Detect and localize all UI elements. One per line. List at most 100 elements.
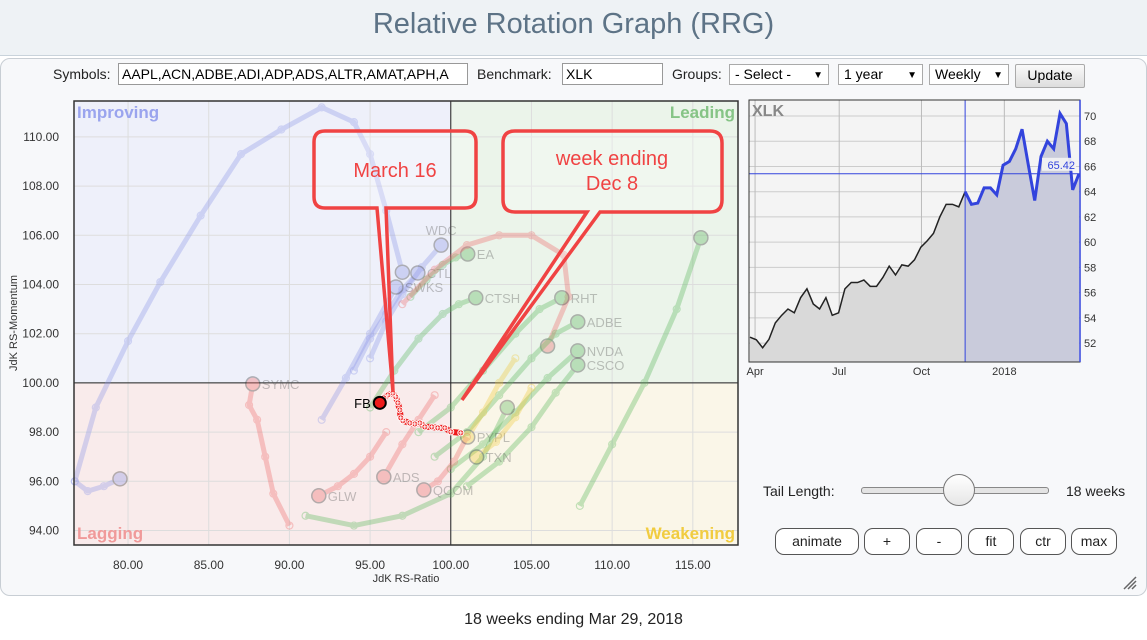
tail-line bbox=[246, 383, 292, 527]
tail-point bbox=[495, 378, 504, 387]
benchmark-input[interactable]: XLK bbox=[562, 63, 663, 85]
symbol-tail[interactable]: CSCO bbox=[462, 357, 624, 491]
tail-point bbox=[83, 487, 92, 496]
tail-point bbox=[398, 511, 407, 520]
tail-point bbox=[398, 290, 407, 299]
symbol-tail[interactable]: GLW bbox=[311, 427, 391, 504]
symbol-head bbox=[388, 279, 404, 295]
tail-point bbox=[543, 373, 552, 383]
y-tick-label: 104.00 bbox=[22, 278, 59, 292]
tail-point bbox=[491, 437, 501, 447]
symbol-head bbox=[376, 469, 392, 485]
update-button[interactable]: Update bbox=[1015, 64, 1085, 88]
period-value: 1 year bbox=[844, 66, 883, 82]
quadrant-label-leading: Leading bbox=[670, 103, 735, 122]
symbol-tail[interactable] bbox=[301, 399, 516, 530]
symbol-tail[interactable] bbox=[70, 471, 128, 496]
price-line bbox=[749, 191, 966, 349]
quadrant-label-lagging: Lagging bbox=[77, 524, 143, 543]
resize-handle-icon[interactable] bbox=[1120, 573, 1138, 591]
symbol-tail[interactable]: EA bbox=[406, 246, 494, 301]
symbol-tail[interactable] bbox=[575, 230, 709, 510]
center-button[interactable]: ctr bbox=[1020, 528, 1066, 555]
symbol-tail[interactable]: NVDA bbox=[446, 343, 623, 474]
frequency-select[interactable]: Weekly ▼ bbox=[929, 64, 1009, 85]
tail-line bbox=[577, 236, 704, 508]
symbol-tail[interactable]: ADS bbox=[376, 391, 439, 485]
tail-point bbox=[156, 277, 165, 287]
rrg-chart[interactable]: 80.00 85.00 90.00 95.00 100.00 105.00 110.00 11… bbox=[0, 95, 745, 595]
tail-point bbox=[462, 432, 472, 442]
tail-point bbox=[261, 452, 270, 461]
tail-line bbox=[73, 476, 122, 494]
tail-point bbox=[236, 150, 246, 159]
x-tick-label: Jul bbox=[832, 366, 846, 378]
groups-select[interactable]: - Select - ▼ bbox=[729, 64, 829, 85]
symbol-head bbox=[416, 482, 432, 498]
tail-point bbox=[446, 489, 455, 498]
symbol-head bbox=[570, 314, 586, 330]
benchmark-symbol-label: XLK bbox=[752, 103, 784, 120]
symbol-head bbox=[468, 290, 484, 306]
tail-price-line bbox=[963, 109, 1081, 207]
tail-point bbox=[422, 275, 431, 284]
symbol-tail[interactable]: TXN bbox=[468, 383, 536, 465]
y-tick-label: 56 bbox=[1084, 288, 1096, 300]
quadrant-lagging bbox=[74, 382, 451, 545]
symbol-tail[interactable]: SYMC bbox=[244, 376, 300, 530]
symbols-input[interactable]: AAPL,ACN,ADBE,ADI,ADP,ADS,ALTR,AMAT,APH,… bbox=[118, 63, 468, 85]
benchmark-chart: 52 54 56 58 60 62 64 66 68 70 Apr Jul Oct 2018 65.42 XL… bbox=[746, 99, 1096, 378]
tail-point bbox=[398, 300, 407, 309]
symbol-tail[interactable]: SWKS bbox=[317, 279, 444, 424]
tail-line bbox=[381, 393, 437, 479]
symbol-label: SWKS bbox=[405, 280, 444, 295]
tail-point bbox=[575, 501, 584, 510]
period-select[interactable]: 1 year ▼ bbox=[838, 64, 923, 85]
symbol-label: WDC bbox=[426, 223, 457, 238]
symbol-tail[interactable]: WDC bbox=[365, 223, 457, 363]
animate-button[interactable]: animate bbox=[775, 528, 859, 555]
tail-point bbox=[333, 482, 342, 491]
tail-point bbox=[349, 118, 359, 127]
y-tick-label: 54 bbox=[1084, 313, 1096, 325]
callout-text: week ending bbox=[555, 148, 668, 170]
footer-caption: 18 weeks ending Mar 29, 2018 bbox=[464, 611, 683, 628]
zoom-in-button[interactable]: + bbox=[864, 528, 910, 555]
tail-point bbox=[365, 452, 375, 461]
tail-point bbox=[640, 378, 649, 387]
max-button[interactable]: max bbox=[1071, 528, 1117, 555]
tail-point bbox=[430, 265, 439, 274]
tail-point bbox=[527, 354, 536, 363]
x-tick-label: 95.00 bbox=[355, 558, 385, 572]
fb-tail-point-marker-icon bbox=[395, 400, 400, 405]
zoom-out-button[interactable]: - bbox=[916, 528, 962, 555]
tail-line bbox=[408, 251, 469, 299]
x-tick-label: 90.00 bbox=[274, 558, 304, 572]
quadrant-leading bbox=[450, 101, 738, 383]
callout-text: Dec 8 bbox=[586, 173, 638, 195]
symbol-head bbox=[554, 290, 570, 306]
symbol-label: GLW bbox=[328, 489, 357, 504]
tail-point bbox=[349, 521, 359, 530]
y-tick-label: 66 bbox=[1084, 161, 1096, 173]
tail-point bbox=[398, 285, 407, 294]
fb-tail-point-marker-icon bbox=[442, 425, 447, 430]
tail-line bbox=[422, 435, 470, 493]
fit-button[interactable]: fit bbox=[968, 528, 1014, 555]
tail-point bbox=[414, 427, 423, 437]
symbol-tail[interactable]: QCOM bbox=[416, 432, 473, 498]
tail-point bbox=[478, 440, 488, 449]
symbol-tail[interactable] bbox=[70, 103, 411, 486]
tail-point bbox=[196, 211, 205, 220]
tail-point bbox=[551, 329, 560, 338]
tail-line bbox=[449, 349, 580, 471]
fb-tail-point-marker-icon bbox=[422, 424, 427, 429]
symbol-tail[interactable] bbox=[398, 231, 573, 354]
y-tick-label: 96.00 bbox=[29, 474, 59, 488]
symbol-label: QCOM bbox=[433, 483, 473, 498]
tail-point bbox=[438, 309, 447, 319]
tail-length-slider-thumb[interactable] bbox=[942, 474, 975, 506]
quadrant-label-weakening: Weakening bbox=[646, 524, 735, 543]
symbol-tail[interactable]: PYPL bbox=[459, 354, 520, 445]
x-tick-label: 115.00 bbox=[675, 558, 711, 572]
